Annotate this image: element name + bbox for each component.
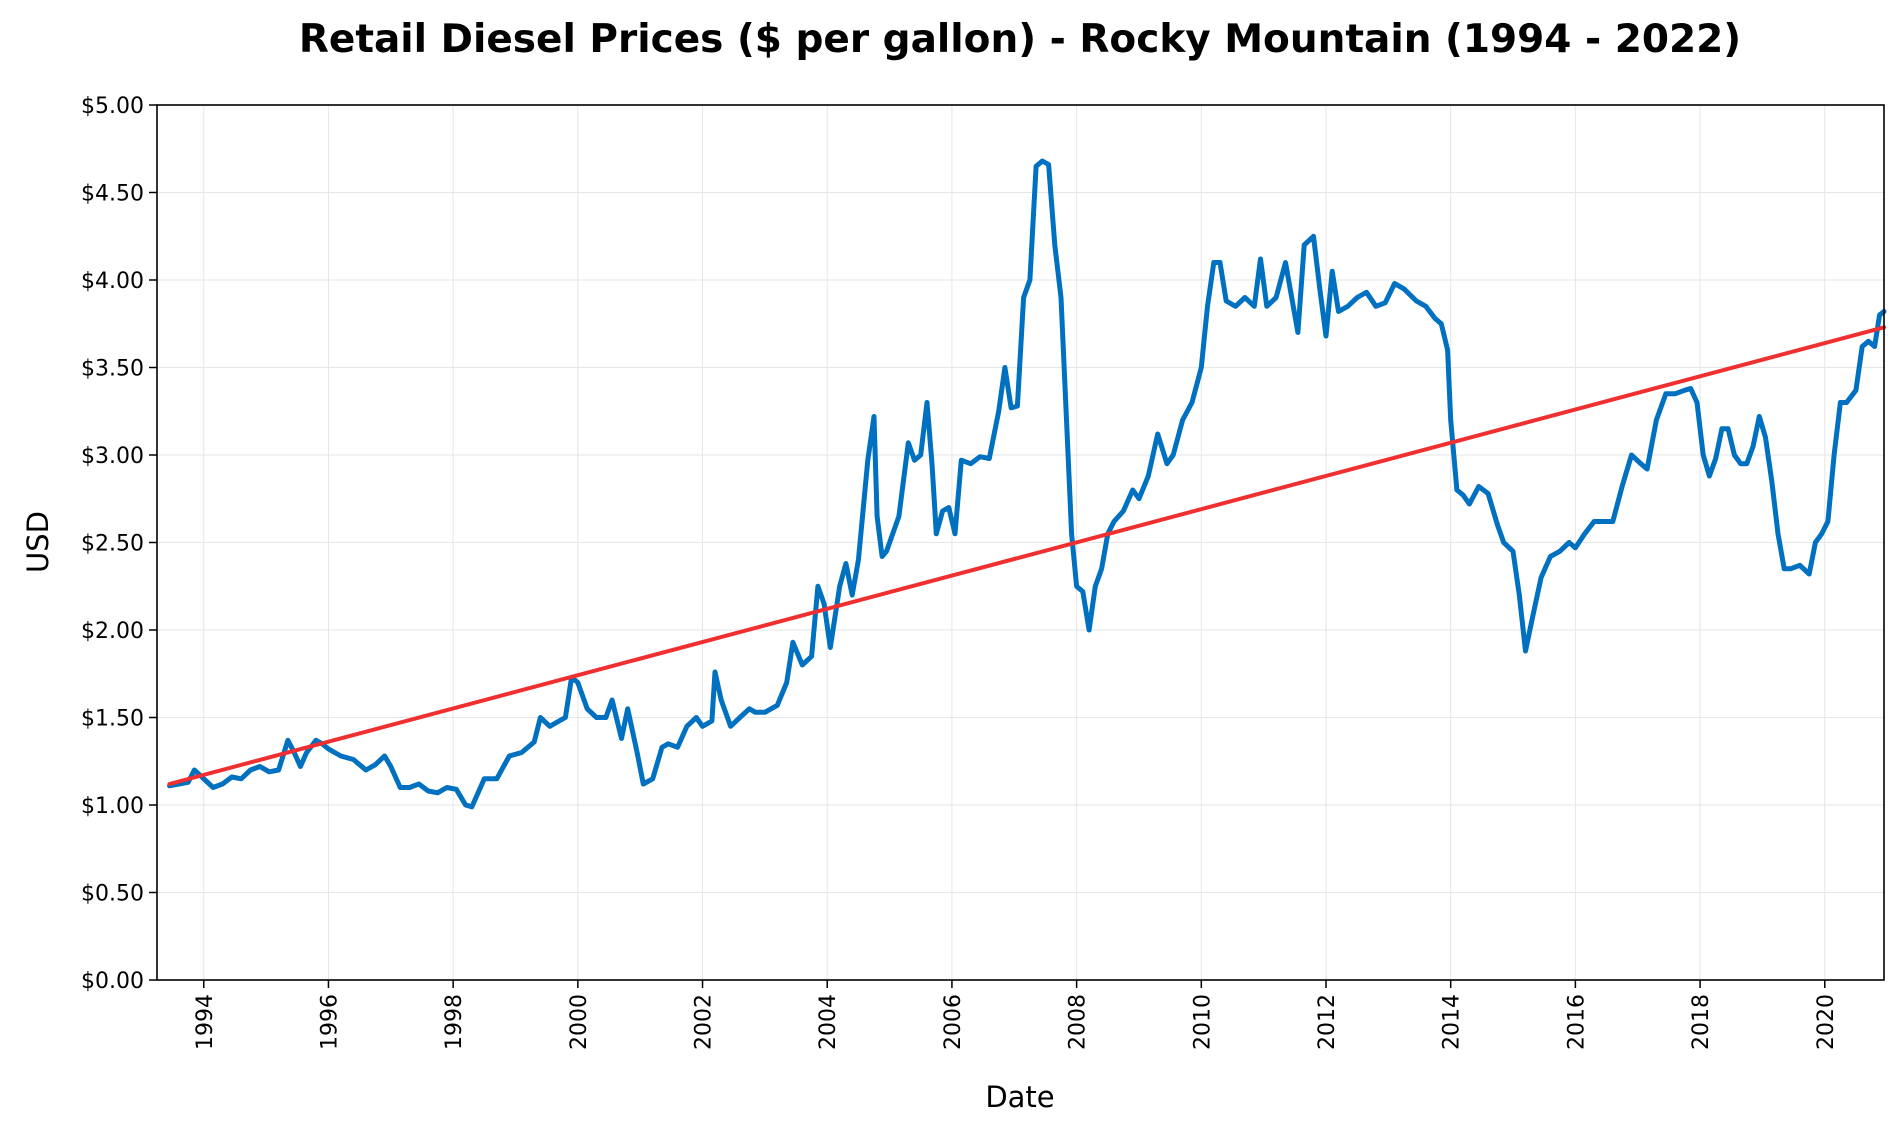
y-tick-label: $2.00 (81, 619, 144, 644)
x-tick-label: 2016 (1564, 994, 1589, 1050)
series-layer (167, 158, 1887, 810)
price-series-line (167, 158, 1887, 810)
x-tick-label: 2012 (1315, 994, 1340, 1050)
x-tick-label: 2002 (692, 994, 717, 1050)
chart-title: Retail Diesel Prices ($ per gallon) - Ro… (299, 17, 1741, 62)
x-tick-label: 1994 (193, 994, 218, 1050)
y-tick-label: $1.00 (81, 794, 144, 819)
y-tick-label: $4.00 (81, 269, 144, 294)
x-tick-label: 2014 (1440, 994, 1465, 1050)
y-tick-label: $0.50 (81, 882, 144, 907)
x-axis-label: Date (985, 1080, 1054, 1114)
x-tick-label: 2006 (941, 994, 966, 1050)
x-tick-label: 1998 (442, 994, 467, 1050)
y-tick-label: $4.50 (81, 182, 144, 207)
y-tick-label: $3.50 (81, 357, 144, 382)
y-axis-label: USD (21, 511, 55, 573)
x-tick-label: 1996 (317, 994, 342, 1050)
y-tick-label: $0.00 (81, 969, 144, 994)
x-tick-label: 2000 (567, 994, 592, 1050)
x-tick-label: 2010 (1190, 994, 1215, 1050)
x-tick-label: 2018 (1689, 994, 1714, 1050)
trend-line (167, 325, 1886, 786)
x-tick-label: 2008 (1066, 994, 1091, 1050)
y-axis-ticks: $0.00 $0.50 $1.00 $1.50 $2.00 $2.50 $3.00 $3.50… (81, 94, 157, 994)
y-tick-label: $2.50 (81, 532, 144, 557)
y-tick-label: $1.50 (81, 707, 144, 732)
y-tick-label: $3.00 (81, 444, 144, 469)
x-tick-label: 2004 (816, 994, 841, 1050)
x-tick-label: 2020 (1814, 994, 1839, 1050)
y-tick-label: $5.00 (81, 94, 144, 119)
x-axis-ticks: 1994 1996 1998 2000 2002 2004 2006 2008 2010 2012… (193, 980, 1839, 1050)
